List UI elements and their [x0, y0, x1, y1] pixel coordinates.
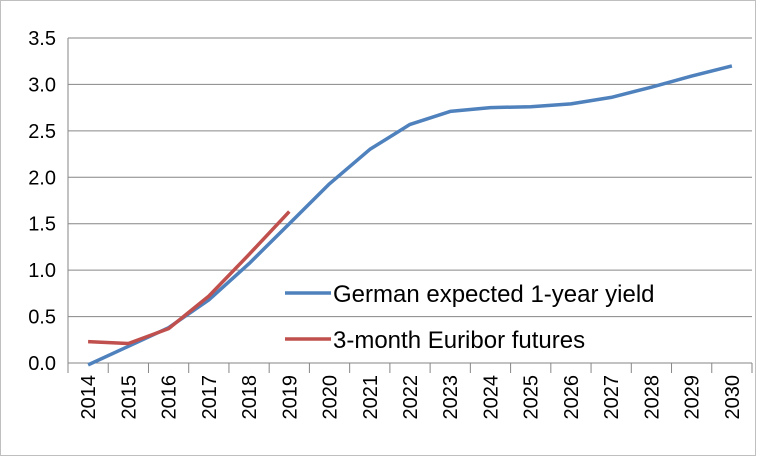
legend-label: 3-month Euribor futures — [333, 327, 585, 354]
x-tick-label: 2030 — [722, 375, 744, 420]
x-tick-label: 2025 — [521, 375, 543, 420]
x-tick-label: 2022 — [400, 375, 422, 420]
x-tick-label: 2016 — [159, 375, 181, 420]
y-tick-label: 0.0 — [28, 353, 56, 375]
x-tick-label: 2019 — [279, 375, 301, 420]
x-tick-label: 2024 — [480, 375, 502, 420]
y-tick-label: 1.0 — [28, 260, 56, 282]
y-tick-label: 1.5 — [28, 214, 56, 236]
x-tick-label: 2026 — [561, 375, 583, 420]
y-tick-label: 2.0 — [28, 167, 56, 189]
x-tick-label: 2017 — [199, 375, 221, 420]
x-tick-label: 2023 — [440, 375, 462, 420]
x-tick-label: 2018 — [239, 375, 261, 420]
chart-frame — [0, 0, 756, 456]
x-tick-label: 2020 — [320, 375, 342, 420]
data-line — [88, 210, 291, 346]
y-tick-label: 2.5 — [28, 121, 56, 143]
x-tick-label: 2021 — [360, 375, 382, 420]
x-tick-label: 2014 — [78, 375, 100, 420]
legend-label: German expected 1-year yield — [333, 281, 655, 308]
y-tick-label: 3.5 — [28, 28, 56, 50]
x-tick-label: 2029 — [682, 375, 704, 420]
x-tick-label: 2027 — [601, 375, 623, 420]
x-tick-label: 2015 — [118, 375, 140, 420]
x-tick-label: 2028 — [641, 375, 663, 420]
y-tick-label: 3.0 — [28, 74, 56, 96]
y-tick-label: 0.5 — [28, 307, 56, 329]
